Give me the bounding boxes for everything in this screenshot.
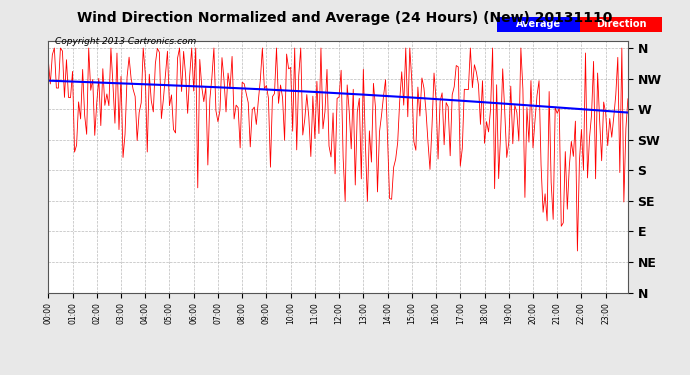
Text: Average: Average bbox=[515, 20, 561, 29]
Text: Copyright 2013 Cartronics.com: Copyright 2013 Cartronics.com bbox=[55, 38, 197, 46]
Text: Wind Direction Normalized and Average (24 Hours) (New) 20131110: Wind Direction Normalized and Average (2… bbox=[77, 11, 613, 25]
Text: Direction: Direction bbox=[595, 20, 647, 29]
